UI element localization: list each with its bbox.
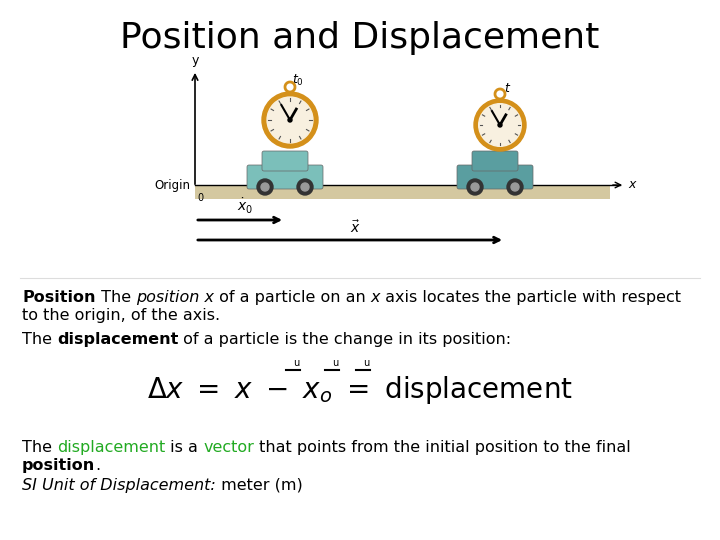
Text: x: x: [371, 290, 380, 305]
Text: 0: 0: [197, 193, 203, 203]
FancyBboxPatch shape: [457, 165, 533, 189]
Text: is a: is a: [166, 440, 203, 455]
FancyBboxPatch shape: [247, 165, 323, 189]
Text: of a particle on an: of a particle on an: [214, 290, 371, 305]
Circle shape: [257, 179, 273, 195]
Text: u: u: [363, 358, 369, 368]
Text: that points from the initial position to the final: that points from the initial position to…: [254, 440, 631, 455]
Text: position x: position x: [136, 290, 214, 305]
Circle shape: [471, 183, 479, 191]
Text: position: position: [22, 458, 95, 473]
Text: The: The: [22, 332, 57, 347]
Text: to the origin, of the axis.: to the origin, of the axis.: [22, 308, 220, 323]
Circle shape: [467, 179, 483, 195]
Text: displacement: displacement: [57, 440, 166, 455]
FancyBboxPatch shape: [472, 151, 518, 171]
Text: $\dot{x}_0$: $\dot{x}_0$: [237, 197, 253, 216]
Text: SI Unit of Displacement:: SI Unit of Displacement:: [22, 478, 216, 493]
Circle shape: [297, 179, 313, 195]
Circle shape: [262, 92, 318, 148]
Text: y: y: [192, 54, 199, 67]
Text: $\Delta\mathbf{\mathit{x}}\ =\ \mathbf{\mathit{x}}\ -\ \mathbf{\mathit{x}}_{\mat: $\Delta\mathbf{\mathit{x}}\ =\ \mathbf{\…: [147, 374, 573, 406]
Circle shape: [511, 183, 519, 191]
Text: .: .: [95, 458, 100, 473]
Text: $t_0$: $t_0$: [292, 73, 304, 88]
Circle shape: [507, 179, 523, 195]
Circle shape: [498, 123, 502, 127]
Text: u: u: [293, 358, 299, 368]
Circle shape: [288, 118, 292, 122]
Text: Origin: Origin: [154, 179, 190, 192]
Text: meter (m): meter (m): [216, 478, 302, 493]
Circle shape: [301, 183, 309, 191]
Text: displacement: displacement: [57, 332, 179, 347]
Text: axis locates the particle with respect: axis locates the particle with respect: [380, 290, 681, 305]
Text: Position: Position: [22, 290, 96, 305]
Text: $\vec{x}$: $\vec{x}$: [350, 219, 360, 236]
Text: x: x: [628, 179, 635, 192]
Circle shape: [479, 104, 521, 146]
FancyBboxPatch shape: [195, 185, 610, 199]
Text: of a particle is the change in its position:: of a particle is the change in its posit…: [179, 332, 512, 347]
Circle shape: [267, 97, 313, 143]
Text: vector: vector: [203, 440, 254, 455]
Text: u: u: [332, 358, 338, 368]
Circle shape: [474, 99, 526, 151]
Text: The: The: [96, 290, 136, 305]
Text: The: The: [22, 440, 57, 455]
Circle shape: [261, 183, 269, 191]
Text: Position and Displacement: Position and Displacement: [120, 21, 600, 55]
Text: $t$: $t$: [504, 82, 512, 95]
FancyBboxPatch shape: [262, 151, 308, 171]
